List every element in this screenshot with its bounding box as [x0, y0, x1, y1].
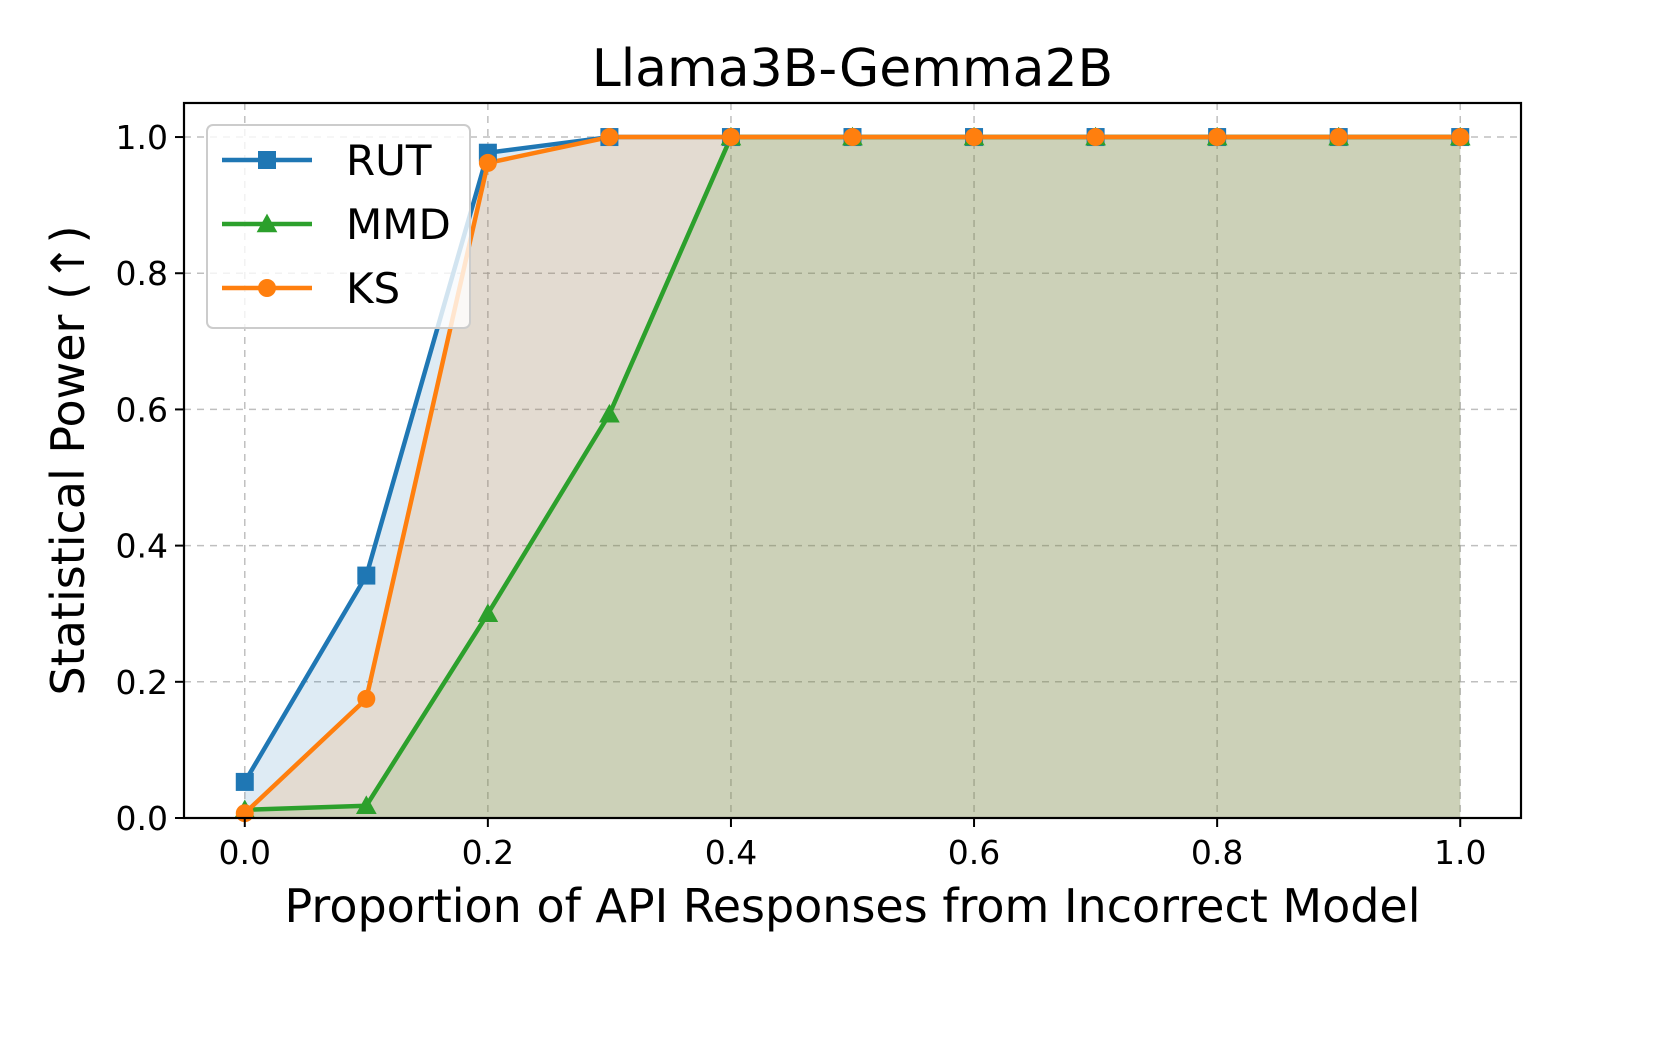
data-point-mmd: [355, 795, 377, 815]
legend-marker-mmd: [256, 213, 278, 233]
series-markers: [234, 126, 1471, 823]
x-tick-label: 0.2: [462, 833, 514, 872]
data-point-ks: [1451, 128, 1470, 147]
data-point-ks: [1329, 128, 1348, 147]
data-point-ks: [965, 128, 984, 147]
y-axis-label: Statistical Power (↑): [41, 225, 95, 695]
y-tick-label: 1.0: [116, 118, 168, 157]
plot-frame: [182, 101, 1523, 820]
x-tick-label: 0.6: [948, 833, 1000, 872]
legend-box: [206, 124, 471, 329]
y-tick-label: 0.8: [116, 254, 168, 293]
legend-label-rut: RUT: [346, 136, 432, 185]
data-point-ks: [600, 128, 619, 147]
chart-title: Llama3B-Gemma2B: [592, 39, 1113, 99]
x-tick-label: 0.0: [219, 833, 271, 872]
fill-area-ks: [244, 137, 1461, 819]
data-point-mmd: [599, 403, 620, 423]
data-point-rut: [235, 772, 254, 791]
fill-area-rut: [244, 137, 1461, 819]
y-tick-label: 0.0: [116, 799, 168, 838]
data-point-ks: [843, 128, 862, 147]
series-fills: [244, 137, 1461, 819]
y-tick-label: 0.4: [116, 527, 168, 566]
data-point-ks: [357, 689, 376, 708]
data-point-ks: [1086, 128, 1105, 147]
data-point-ks: [478, 153, 497, 172]
legend-marker-ks: [258, 279, 276, 297]
x-axis-ticks: 0.0 0.2 0.4 0.6 0.8 1.0: [219, 818, 1486, 872]
x-tick-label: 1.0: [1434, 833, 1486, 872]
y-axis-ticks: 0.0 0.2 0.4 0.6 0.8 1.0: [116, 118, 184, 838]
data-point-rut: [357, 566, 376, 585]
data-point-mmd: [477, 603, 499, 622]
x-tick-label: 0.4: [705, 833, 757, 872]
x-axis-label: Proportion of API Responses from Incorre…: [284, 879, 1420, 933]
y-tick-label: 0.2: [116, 663, 168, 702]
legend-label-ks: KS: [346, 264, 400, 313]
data-point-ks: [1208, 128, 1227, 147]
y-tick-label: 0.6: [116, 390, 168, 429]
fill-area-mmd: [244, 137, 1461, 819]
x-tick-label: 0.8: [1191, 833, 1243, 872]
data-point-ks: [721, 128, 740, 147]
legend-label-mmd: MMD: [346, 200, 451, 249]
legend: RUT MMD KS: [206, 124, 471, 329]
legend-marker-rut: [258, 151, 276, 169]
